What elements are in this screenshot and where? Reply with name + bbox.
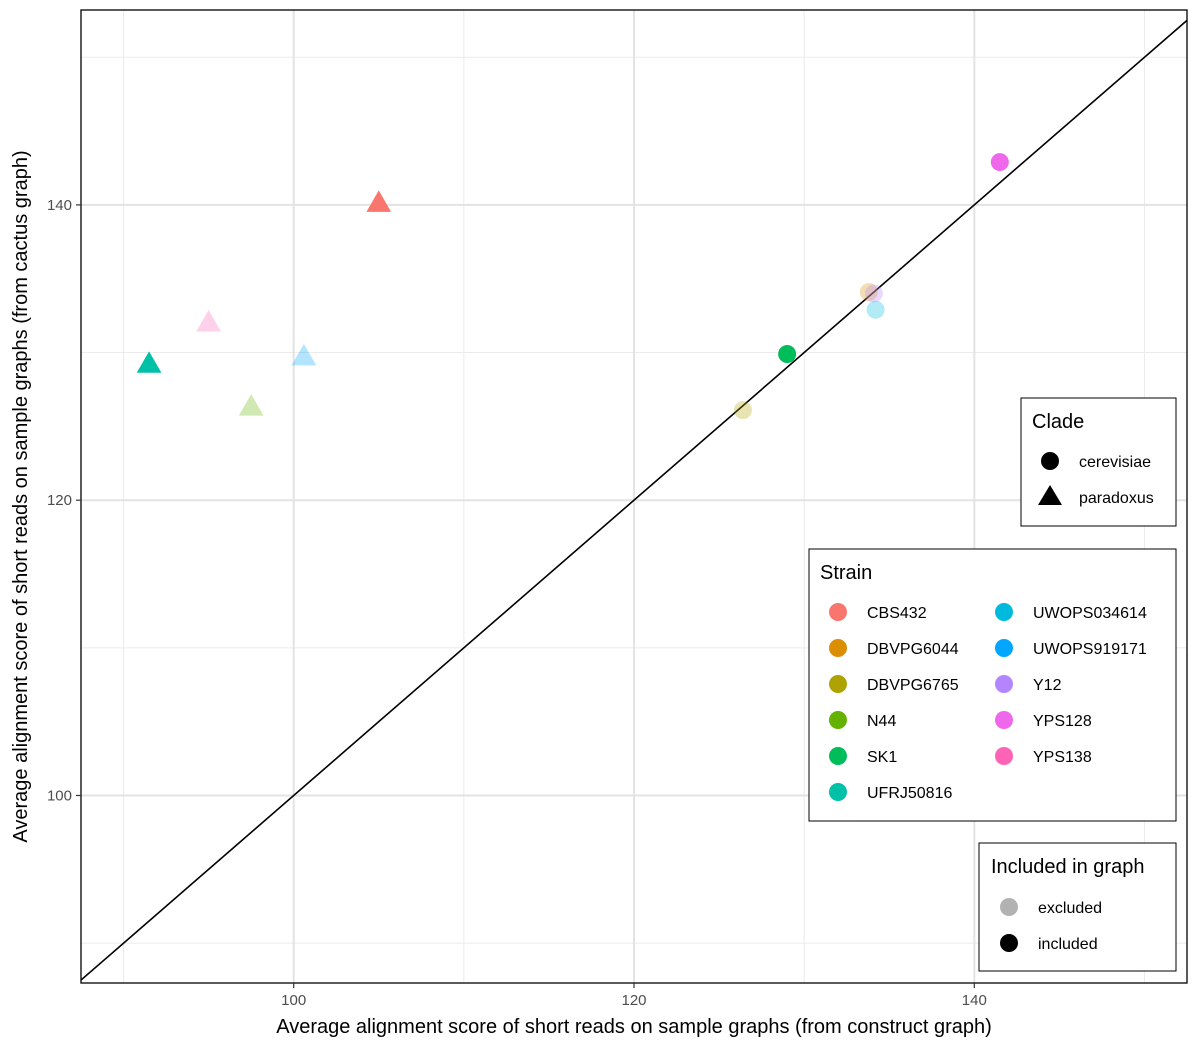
legend-clade: Clade cerevisiae paradoxus bbox=[1020, 397, 1177, 527]
legend-key-UFRJ50816 bbox=[829, 783, 847, 801]
point-UFRJ50816 bbox=[136, 351, 162, 373]
x-tick-label: 140 bbox=[962, 992, 987, 1009]
legend-strain-label: UWOPS919171 bbox=[1033, 641, 1147, 658]
point-Y12 bbox=[864, 284, 883, 303]
x-axis-label: Average alignment score of short reads o… bbox=[276, 1016, 992, 1038]
legend-strain-label: DBVPG6044 bbox=[867, 641, 959, 658]
y-tick-label: 100 bbox=[47, 787, 72, 804]
legend-included: Included in graph excluded included bbox=[978, 842, 1177, 972]
legend-included-label: excluded bbox=[1038, 900, 1102, 917]
legend-key-Y12 bbox=[995, 675, 1013, 693]
point-N44 bbox=[238, 394, 264, 416]
point-UWOPS919171 bbox=[291, 343, 317, 366]
legend-key-included bbox=[1000, 934, 1018, 952]
point-DBVPG6765 bbox=[733, 401, 752, 420]
legend-strain-label: Y12 bbox=[1033, 677, 1062, 694]
point-YPS138 bbox=[196, 310, 221, 332]
legend-included-title: Included in graph bbox=[991, 856, 1144, 878]
legend-key-UWOPS919171 bbox=[995, 639, 1013, 657]
legend-strain-label: UWOPS034614 bbox=[1033, 605, 1147, 622]
legend-key-YPS128 bbox=[995, 711, 1013, 729]
legend-key-DBVPG6765 bbox=[829, 675, 847, 693]
legend-strain-label: SK1 bbox=[867, 749, 897, 766]
legend-key-N44 bbox=[829, 711, 847, 729]
legend-key-YPS138 bbox=[995, 747, 1013, 765]
legend-strain-label: UFRJ50816 bbox=[867, 785, 952, 802]
legend-key-excluded bbox=[1000, 898, 1018, 916]
legend-strain-label: YPS138 bbox=[1033, 749, 1092, 766]
point-YPS128 bbox=[990, 153, 1009, 172]
legend-key-DBVPG6044 bbox=[829, 639, 847, 657]
point-SK1 bbox=[778, 345, 797, 364]
legend-strain-label: CBS432 bbox=[867, 605, 927, 622]
point-DBVPG6044 bbox=[859, 283, 878, 302]
legend-included-label: included bbox=[1038, 936, 1098, 953]
identity-line bbox=[80, 19, 1188, 981]
x-tick-label: 120 bbox=[621, 992, 646, 1009]
x-tick-label: 100 bbox=[281, 992, 306, 1009]
diagonal-reference-line bbox=[80, 19, 1188, 981]
point-UWOPS034614 bbox=[866, 300, 885, 319]
legend-clade-label: cerevisiae bbox=[1079, 454, 1151, 471]
y-tick-label: 120 bbox=[47, 492, 72, 509]
legend-key-circle bbox=[1041, 452, 1059, 470]
legend-strain: Strain CBS432 DBVPG6044 DBVPG6765 N44 SK1 UFRJ… bbox=[808, 548, 1177, 822]
y-axis-label: Average alignment score of short reads o… bbox=[10, 150, 32, 842]
legend-key-CBS432 bbox=[829, 603, 847, 621]
legend-key-SK1 bbox=[829, 747, 847, 765]
legend-clade-label: paradoxus bbox=[1079, 490, 1154, 507]
legend-strain-box bbox=[808, 548, 1177, 822]
legend-strain-label: DBVPG6765 bbox=[867, 677, 959, 694]
point-CBS432 bbox=[366, 190, 392, 212]
legends: Clade cerevisiae paradoxus Strain CBS432 DBVP… bbox=[808, 397, 1177, 972]
legend-strain-title: Strain bbox=[820, 562, 872, 584]
data-points bbox=[136, 153, 1009, 420]
y-tick-label: 140 bbox=[47, 197, 72, 214]
legend-key-triangle bbox=[1038, 485, 1062, 505]
legend-clade-title: Clade bbox=[1032, 411, 1084, 433]
axes: 100 120 140 100 120 140 Average alignment scor… bbox=[10, 150, 992, 1038]
legend-key-UWOPS034614 bbox=[995, 603, 1013, 621]
legend-strain-label: YPS128 bbox=[1033, 713, 1092, 730]
legend-strain-label: N44 bbox=[867, 713, 896, 730]
